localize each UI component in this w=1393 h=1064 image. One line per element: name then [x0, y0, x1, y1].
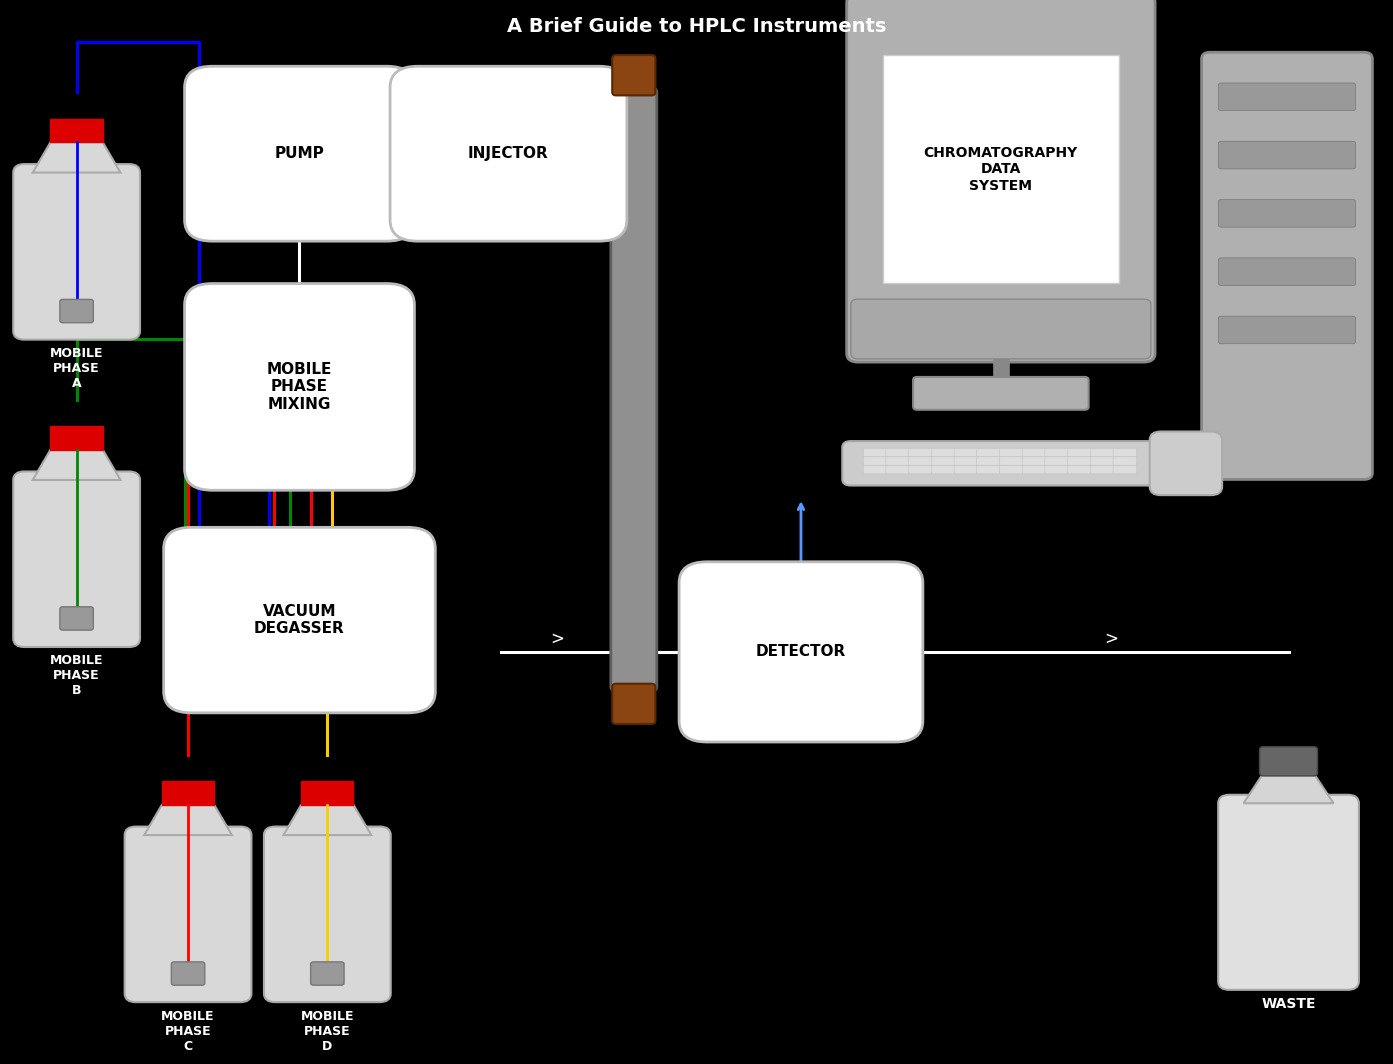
FancyBboxPatch shape	[1045, 456, 1068, 465]
Text: MOBILE
PHASE
D: MOBILE PHASE D	[301, 1010, 354, 1052]
FancyBboxPatch shape	[886, 465, 910, 473]
FancyBboxPatch shape	[1045, 448, 1068, 456]
Polygon shape	[33, 143, 120, 172]
FancyBboxPatch shape	[1067, 465, 1091, 473]
FancyBboxPatch shape	[912, 377, 1088, 410]
FancyBboxPatch shape	[1022, 448, 1046, 456]
FancyBboxPatch shape	[1067, 456, 1091, 465]
Text: A Brief Guide to HPLC Instruments: A Brief Guide to HPLC Instruments	[507, 17, 886, 36]
FancyBboxPatch shape	[390, 66, 627, 242]
FancyBboxPatch shape	[1113, 465, 1137, 473]
FancyBboxPatch shape	[1091, 465, 1114, 473]
Text: PUMP: PUMP	[274, 146, 325, 162]
Text: >: >	[1105, 630, 1119, 648]
FancyBboxPatch shape	[1091, 448, 1114, 456]
FancyBboxPatch shape	[14, 471, 139, 647]
FancyBboxPatch shape	[1067, 448, 1091, 456]
FancyBboxPatch shape	[847, 0, 1155, 362]
Text: INJECTOR: INJECTOR	[468, 146, 549, 162]
FancyBboxPatch shape	[613, 55, 656, 96]
FancyBboxPatch shape	[908, 456, 932, 465]
FancyBboxPatch shape	[999, 448, 1024, 456]
FancyBboxPatch shape	[612, 88, 657, 692]
FancyBboxPatch shape	[1113, 456, 1137, 465]
FancyBboxPatch shape	[976, 448, 1000, 456]
FancyBboxPatch shape	[932, 448, 956, 456]
FancyBboxPatch shape	[1259, 747, 1318, 776]
Polygon shape	[284, 804, 371, 835]
Polygon shape	[145, 804, 231, 835]
Text: MOBILE
PHASE
MIXING: MOBILE PHASE MIXING	[267, 362, 332, 412]
Polygon shape	[33, 450, 120, 480]
FancyBboxPatch shape	[976, 456, 1000, 465]
FancyBboxPatch shape	[14, 164, 139, 339]
FancyBboxPatch shape	[999, 465, 1024, 473]
FancyBboxPatch shape	[1202, 52, 1372, 480]
FancyBboxPatch shape	[1219, 316, 1355, 344]
Text: >: >	[609, 132, 624, 150]
FancyBboxPatch shape	[171, 962, 205, 985]
FancyBboxPatch shape	[1219, 200, 1355, 227]
FancyBboxPatch shape	[125, 827, 251, 1002]
FancyBboxPatch shape	[311, 962, 344, 985]
FancyBboxPatch shape	[678, 562, 922, 742]
FancyBboxPatch shape	[60, 299, 93, 322]
FancyBboxPatch shape	[50, 427, 103, 450]
FancyBboxPatch shape	[1045, 465, 1068, 473]
FancyBboxPatch shape	[162, 781, 215, 804]
FancyBboxPatch shape	[908, 465, 932, 473]
FancyBboxPatch shape	[932, 456, 956, 465]
FancyBboxPatch shape	[886, 448, 910, 456]
FancyBboxPatch shape	[164, 528, 435, 713]
Text: VACUUM
DEGASSER: VACUUM DEGASSER	[254, 604, 345, 636]
Polygon shape	[1244, 772, 1333, 803]
Text: CHROMATOGRAPHY
DATA
SYSTEM: CHROMATOGRAPHY DATA SYSTEM	[924, 146, 1078, 193]
FancyBboxPatch shape	[1219, 257, 1355, 285]
Text: WASTE: WASTE	[1261, 997, 1316, 1011]
FancyBboxPatch shape	[886, 456, 910, 465]
FancyBboxPatch shape	[908, 448, 932, 456]
FancyBboxPatch shape	[851, 299, 1151, 359]
FancyBboxPatch shape	[864, 448, 887, 456]
FancyBboxPatch shape	[1149, 432, 1222, 495]
FancyBboxPatch shape	[50, 119, 103, 143]
FancyBboxPatch shape	[1091, 456, 1114, 465]
FancyBboxPatch shape	[954, 465, 978, 473]
FancyBboxPatch shape	[1113, 448, 1137, 456]
FancyBboxPatch shape	[954, 448, 978, 456]
FancyBboxPatch shape	[1217, 795, 1360, 990]
FancyBboxPatch shape	[1022, 456, 1046, 465]
FancyBboxPatch shape	[954, 456, 978, 465]
Text: DETECTOR: DETECTOR	[756, 645, 846, 660]
FancyBboxPatch shape	[263, 827, 390, 1002]
FancyBboxPatch shape	[864, 465, 887, 473]
FancyBboxPatch shape	[883, 55, 1119, 283]
FancyBboxPatch shape	[999, 456, 1024, 465]
FancyBboxPatch shape	[184, 283, 415, 491]
Text: MOBILE
PHASE
C: MOBILE PHASE C	[162, 1010, 215, 1052]
FancyBboxPatch shape	[1219, 83, 1355, 111]
FancyBboxPatch shape	[184, 66, 415, 242]
FancyBboxPatch shape	[864, 456, 887, 465]
FancyBboxPatch shape	[613, 684, 656, 724]
FancyBboxPatch shape	[301, 781, 354, 804]
FancyBboxPatch shape	[843, 442, 1159, 485]
FancyBboxPatch shape	[1219, 142, 1355, 169]
Text: MOBILE
PHASE
A: MOBILE PHASE A	[50, 347, 103, 390]
FancyBboxPatch shape	[1022, 465, 1046, 473]
FancyBboxPatch shape	[932, 465, 956, 473]
Text: MOBILE
PHASE
B: MOBILE PHASE B	[50, 654, 103, 697]
FancyBboxPatch shape	[60, 606, 93, 630]
Text: >: >	[550, 630, 564, 648]
FancyBboxPatch shape	[976, 465, 1000, 473]
